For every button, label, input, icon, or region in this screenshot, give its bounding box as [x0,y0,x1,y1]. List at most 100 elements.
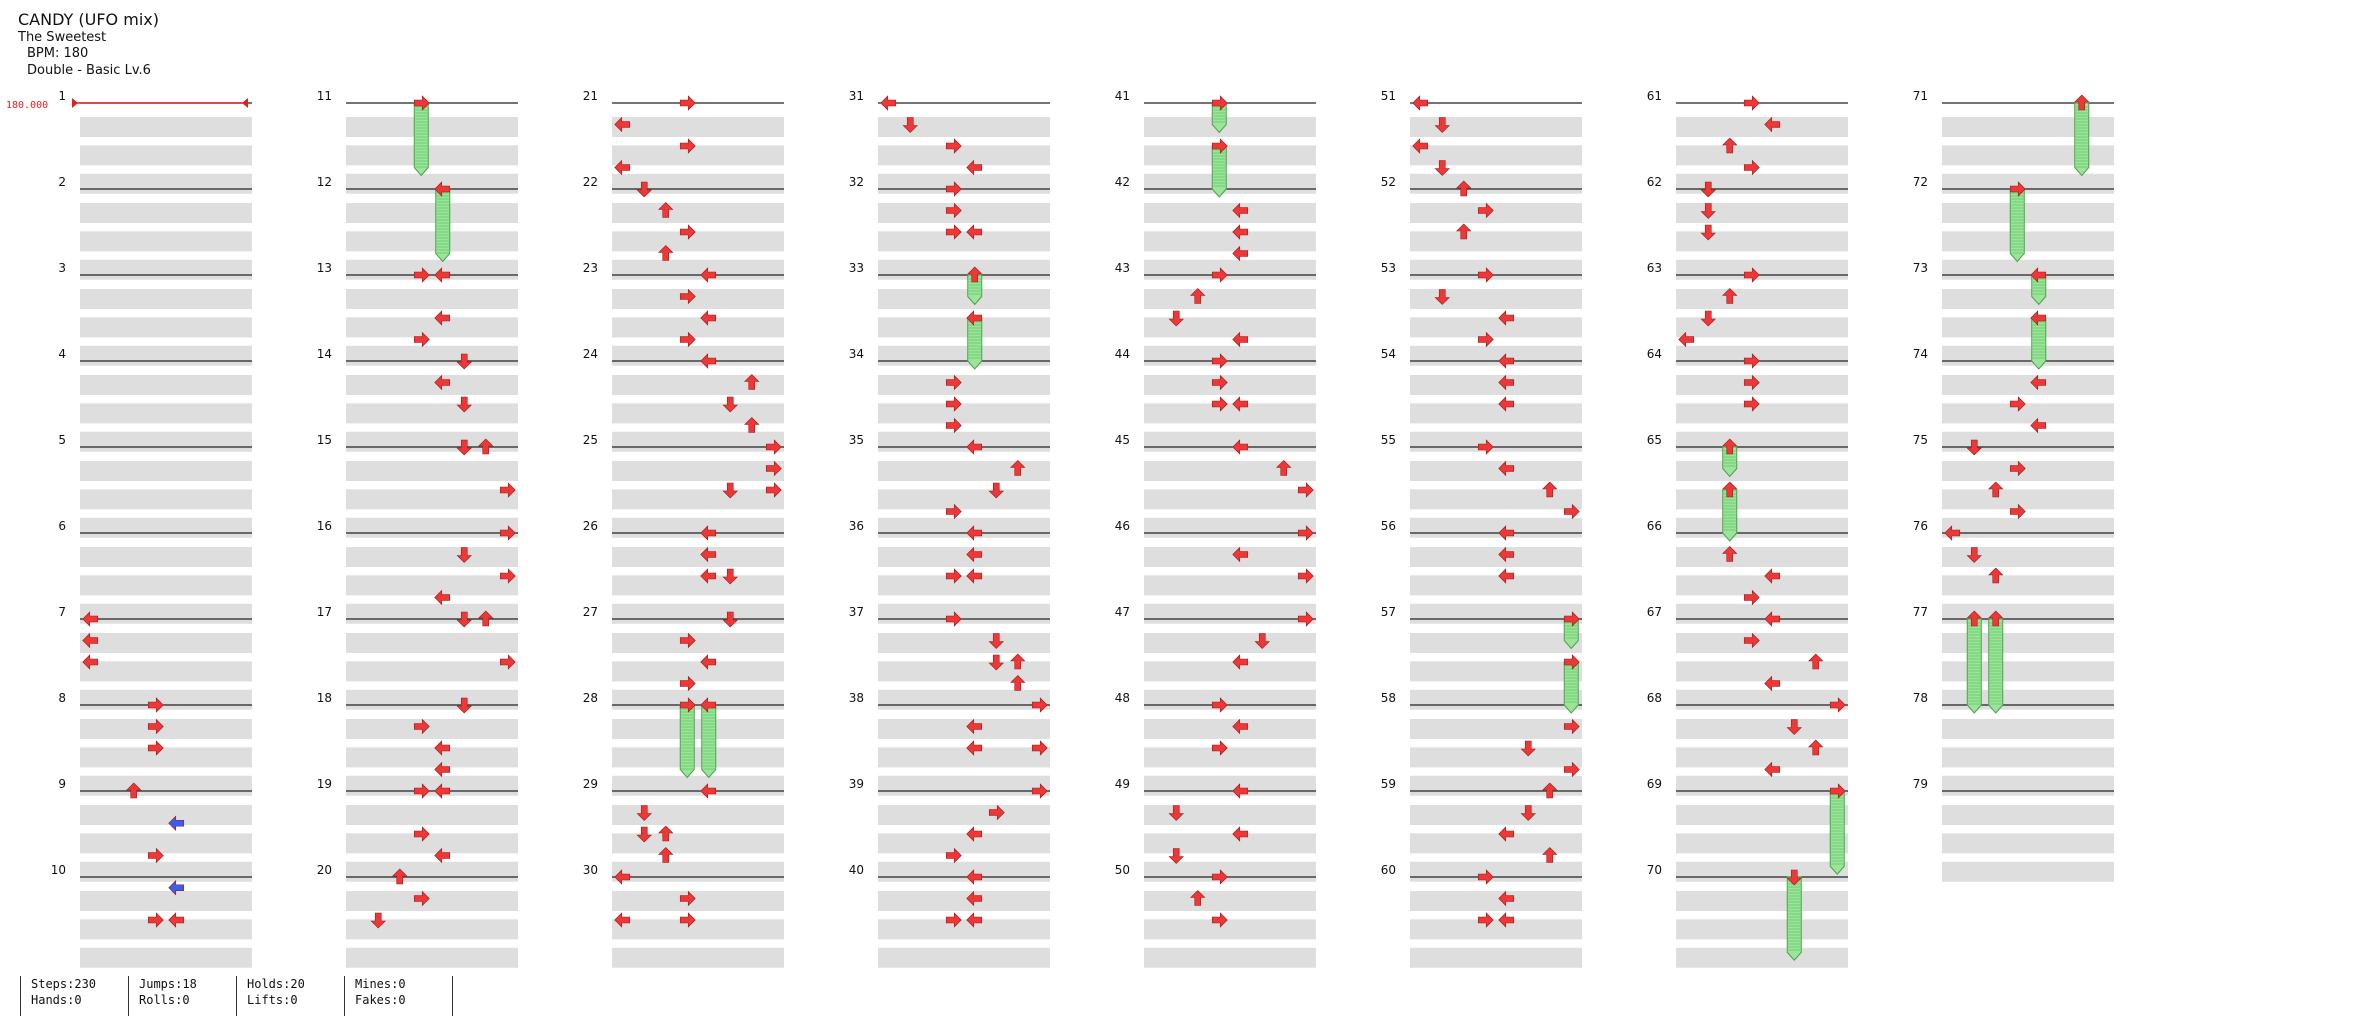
arrow-shape [1211,95,1228,111]
arrow-shape [679,288,696,305]
measure-band [1676,231,1848,252]
arrow-left-icon [168,912,185,928]
arrow-shape [1542,782,1558,799]
arrow-up-icon [1542,481,1558,498]
measure-number: 5 [58,433,66,447]
arrow-left-icon [434,267,451,283]
arrow-right-icon [147,697,164,713]
measure-band [346,891,518,911]
measure-band [1144,375,1316,395]
measure-band [878,575,1050,596]
arrow-left-icon [1232,224,1249,240]
measure-number: 18 [317,691,332,705]
measure-band [1410,231,1582,252]
measure-band [346,173,518,194]
arrow-shape [147,912,164,928]
arrow-left-icon [966,159,983,176]
measure-number: 31 [849,89,864,103]
arrow-down-icon [1168,848,1184,864]
measure-band [1410,891,1582,911]
hold-body [1786,876,1802,962]
arrow-shape [945,374,962,391]
arrow-left-icon [82,654,99,670]
arrow-shape [1944,525,1961,541]
measure-band [1410,575,1582,596]
measure-band [1676,345,1848,366]
measure-band [612,403,784,424]
measure-band [1144,289,1316,309]
measure-number: 2 [58,175,66,189]
arrow-shape [1563,761,1580,778]
arrow-right-icon [679,288,696,305]
measure-band [878,747,1050,768]
arrow-down-icon [1168,805,1184,821]
arrow-shape [499,568,516,584]
arrow-left-icon [1498,396,1515,412]
arrow-down-icon [722,611,738,628]
arrow-shape [82,654,99,670]
measure-band [612,891,784,911]
arrow-shape [1190,890,1206,906]
arrow-right-icon [1743,396,1760,412]
arrow-left-icon [1232,396,1249,412]
measure-band [80,431,252,452]
arrow-shape [722,396,738,413]
bpm-marker-end [242,98,248,108]
measure-band [878,805,1050,825]
arrow-shape [1498,826,1515,842]
arrow-shape [700,353,717,369]
measure-number: 28 [583,691,598,705]
measure-number: 57 [1381,605,1396,619]
measure: 17 [317,605,518,710]
arrow-shape [658,245,674,261]
measure-band [612,633,784,653]
arrow-shape [966,525,983,541]
arrow-right-icon [413,718,430,735]
arrow-shape [434,267,451,283]
arrow-up-icon [478,610,494,627]
arrow-shape [1808,653,1824,670]
arrow-shape [434,181,451,197]
arrow-shape [413,267,430,283]
arrow-shape [2074,94,2090,111]
arrow-up-icon [1722,438,1738,455]
measure-band [80,833,252,854]
measure-band [80,345,252,366]
measure-band [1144,661,1316,682]
measure-band [1144,919,1316,940]
arrow-shape [1764,675,1781,692]
arrow-shape [1764,761,1781,778]
measure-number: 68 [1647,691,1662,705]
arrow-left-icon [434,374,451,391]
arrow-down-icon [1700,310,1716,327]
arrow-down-icon [1254,633,1270,649]
arrow-shape [456,353,472,370]
measure-band [1410,919,1582,940]
arrow-shape [499,482,516,498]
arrow-right-icon [988,804,1005,821]
arrow-shape [1211,697,1228,713]
arrow-down-icon [722,482,738,499]
arrow-shape [945,912,962,928]
stat-rolls: Rolls:0 [139,993,190,1007]
arrow-left-icon [1498,310,1515,326]
arrow-shape [1477,869,1494,885]
arrow-shape [945,138,962,154]
arrow-right-icon [679,331,696,348]
measure-band [612,661,784,682]
arrow-shape [1542,847,1558,863]
arrow-shape [1988,567,2004,584]
measure-band [1144,231,1316,252]
arrow-shape [902,117,918,133]
arrow-up-icon [1808,653,1824,670]
measure-band [1942,203,2114,223]
measure-band [1144,403,1316,424]
measure-band [878,833,1050,854]
arrow-shape [1434,117,1450,133]
arrow-shape [499,525,516,541]
measure-band [878,317,1050,338]
arrow-up-icon [126,782,142,799]
arrow-right-icon [945,374,962,391]
arrow-shape [2009,460,2026,477]
arrow-shape [679,912,696,928]
